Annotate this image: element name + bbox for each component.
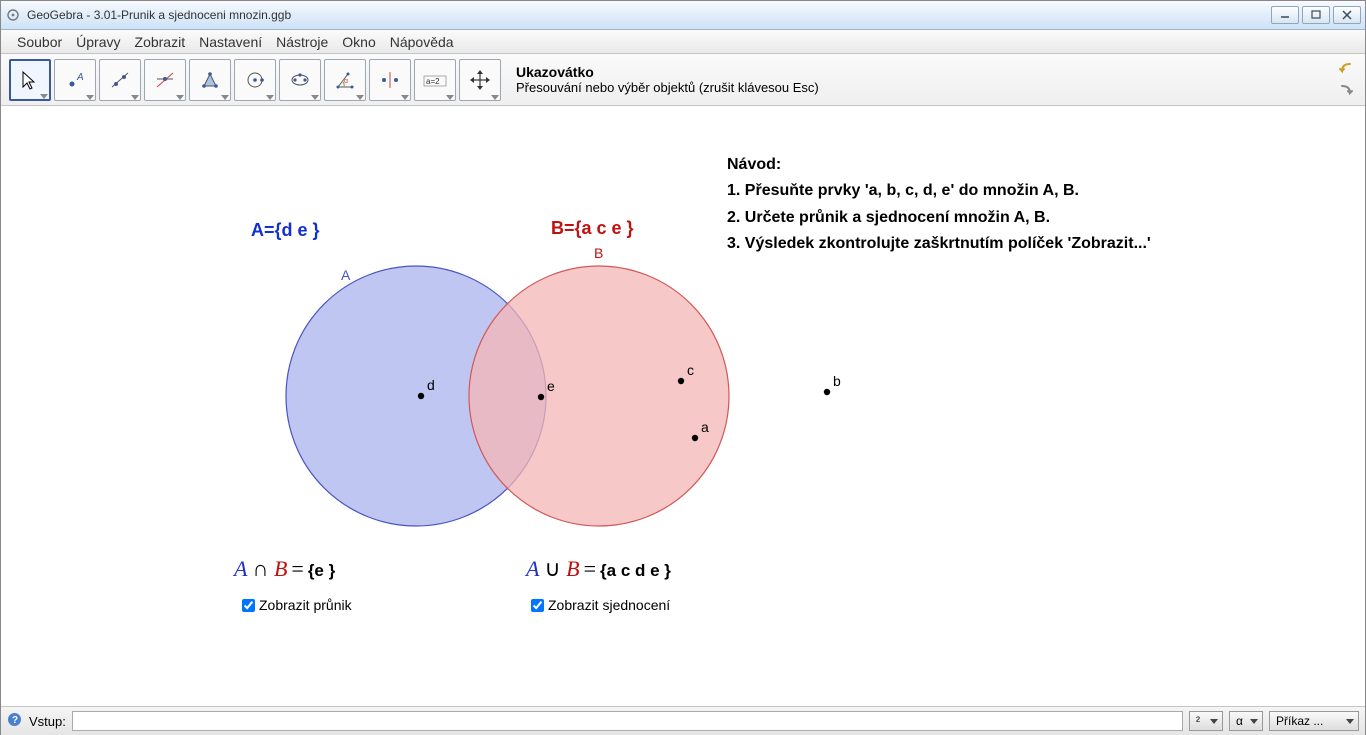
show-union-label: Zobrazit sjednocení: [548, 597, 670, 613]
close-button[interactable]: [1333, 6, 1361, 24]
svg-text:α: α: [344, 78, 348, 85]
intersection-formula: A ∩ B={e }: [234, 556, 335, 582]
tool-line[interactable]: [99, 59, 141, 101]
svg-text:c: c: [687, 362, 694, 378]
tool-info: Ukazovátko Přesouvání nebo výběr objektů…: [516, 64, 1334, 95]
redo-icon[interactable]: [1337, 81, 1357, 101]
tool-desc: Přesouvání nebo výběr objektů (zrušit kl…: [516, 80, 1334, 95]
tool-text[interactable]: a=2: [414, 59, 456, 101]
tool-point[interactable]: A: [54, 59, 96, 101]
tool-reflect[interactable]: [369, 59, 411, 101]
set-a-definition: A={d e }: [251, 220, 320, 241]
svg-text:a: a: [701, 419, 709, 435]
app-icon: [5, 7, 21, 23]
instructions-title: Návod:: [727, 152, 1151, 178]
svg-text:b: b: [833, 373, 841, 389]
input-bar: ? Vstup: ² α Příkaz ...: [1, 706, 1365, 735]
toolbar: A α a=2 Ukazovátko Přesouvání nebo výběr…: [1, 54, 1365, 106]
union-formula: A ∪ B={a c d e }: [526, 556, 671, 582]
instructions-line-2: 2. Určete průnik a sjednocení množin A, …: [727, 205, 1151, 231]
tool-pointer[interactable]: [9, 59, 51, 101]
instructions-panel: Návod: 1. Přesuňte prvky 'a, b, c, d, e'…: [727, 152, 1151, 258]
tool-title: Ukazovátko: [516, 64, 1334, 80]
tool-move-view[interactable]: [459, 59, 501, 101]
svg-text:a=2: a=2: [426, 77, 440, 86]
instructions-line-3: 3. Výsledek zkontrolujte zaškrtnutím pol…: [727, 231, 1151, 257]
exponent-selector[interactable]: ²: [1189, 711, 1223, 731]
svg-text:d: d: [427, 377, 435, 393]
titlebar: GeoGebra - 3.01-Prunik a sjednoceni mnoz…: [1, 1, 1365, 30]
tool-polygon[interactable]: [189, 59, 231, 101]
tool-ellipse[interactable]: [279, 59, 321, 101]
instructions-line-1: 1. Přesuňte prvky 'a, b, c, d, e' do mno…: [727, 178, 1151, 204]
show-union-checkbox[interactable]: [531, 599, 544, 612]
tool-circle[interactable]: [234, 59, 276, 101]
menu-nastroje[interactable]: Nástroje: [270, 32, 334, 52]
menu-napoveda[interactable]: Nápověda: [384, 32, 460, 52]
tool-angle[interactable]: α: [324, 59, 366, 101]
menu-soubor[interactable]: Soubor: [11, 32, 68, 52]
minimize-button[interactable]: [1271, 6, 1299, 24]
svg-text:A: A: [341, 267, 351, 283]
symbol-selector[interactable]: α: [1229, 711, 1263, 731]
undo-icon[interactable]: [1337, 59, 1357, 79]
maximize-button[interactable]: [1302, 6, 1330, 24]
window-title: GeoGebra - 3.01-Prunik a sjednoceni mnoz…: [27, 8, 1271, 22]
menu-okno[interactable]: Okno: [336, 32, 381, 52]
menu-upravy[interactable]: Úpravy: [70, 32, 126, 52]
command-selector[interactable]: Příkaz ...: [1269, 711, 1359, 731]
help-icon[interactable]: ?: [7, 712, 23, 730]
svg-text:e: e: [547, 378, 555, 394]
show-intersection-row[interactable]: Zobrazit průnik: [242, 597, 352, 613]
menubar: Soubor Úpravy Zobrazit Nastavení Nástroj…: [1, 30, 1365, 54]
command-input[interactable]: [72, 711, 1183, 731]
input-label: Vstup:: [29, 714, 66, 729]
svg-text:A: A: [76, 72, 84, 83]
menu-zobrazit[interactable]: Zobrazit: [129, 32, 192, 52]
menu-nastaveni[interactable]: Nastavení: [193, 32, 268, 52]
show-intersection-checkbox[interactable]: [242, 599, 255, 612]
tool-perpendicular[interactable]: [144, 59, 186, 101]
set-b-definition: B={a c e }: [551, 218, 634, 239]
svg-text:B: B: [594, 245, 603, 261]
show-intersection-label: Zobrazit průnik: [259, 597, 352, 613]
svg-text:?: ?: [12, 715, 18, 726]
graphics-view[interactable]: A B d e c a b A={d e } B={a c e } Návod: 1. …: [1, 106, 1365, 706]
show-union-row[interactable]: Zobrazit sjednocení: [531, 597, 670, 613]
